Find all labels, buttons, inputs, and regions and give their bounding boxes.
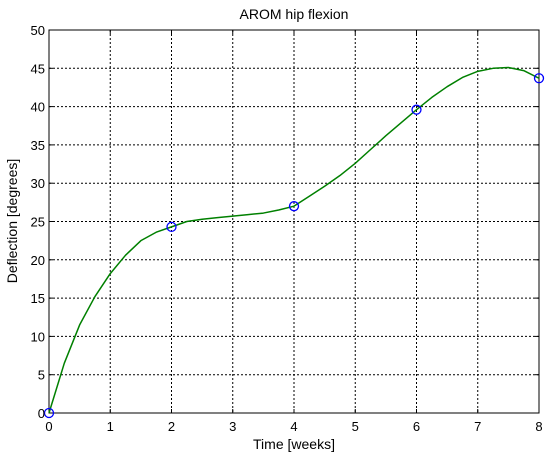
x-tick-label: 2 — [168, 419, 175, 434]
y-tick-label: 25 — [31, 215, 45, 230]
data-point — [43, 407, 55, 419]
x-tick-label: 4 — [290, 419, 297, 434]
x-tick-label: 7 — [474, 419, 481, 434]
grid — [49, 30, 539, 413]
y-tick-label: 5 — [38, 368, 45, 383]
data-point — [288, 201, 300, 212]
x-tick-label: 0 — [45, 419, 52, 434]
y-tick-label: 15 — [31, 291, 45, 306]
y-tick-label: 20 — [31, 253, 45, 268]
data-point — [166, 221, 177, 233]
y-tick-label: 40 — [31, 100, 45, 115]
data-point — [411, 104, 422, 115]
y-tick-label: 45 — [31, 61, 45, 76]
x-tick-label: 5 — [352, 419, 359, 434]
series-layer — [43, 66, 545, 419]
axis-ticks — [48, 29, 540, 414]
x-tick-label: 8 — [535, 419, 542, 434]
y-axis-label: Deflection [degrees] — [4, 159, 20, 284]
x-tick-label: 6 — [413, 419, 420, 434]
y-tick-label: 0 — [38, 406, 45, 421]
y-tick-label: 10 — [31, 329, 45, 344]
y-tick-label: 35 — [31, 138, 45, 153]
x-tick-label: 1 — [107, 419, 114, 434]
y-tick-label: 50 — [31, 23, 45, 38]
y-tick-label: 30 — [31, 176, 45, 191]
x-axis-label: Time [weeks] — [253, 436, 335, 452]
chart-title: AROM hip flexion — [240, 6, 349, 22]
x-tick-label: 3 — [229, 419, 236, 434]
data-point — [533, 73, 545, 84]
series-line — [48, 66, 540, 414]
